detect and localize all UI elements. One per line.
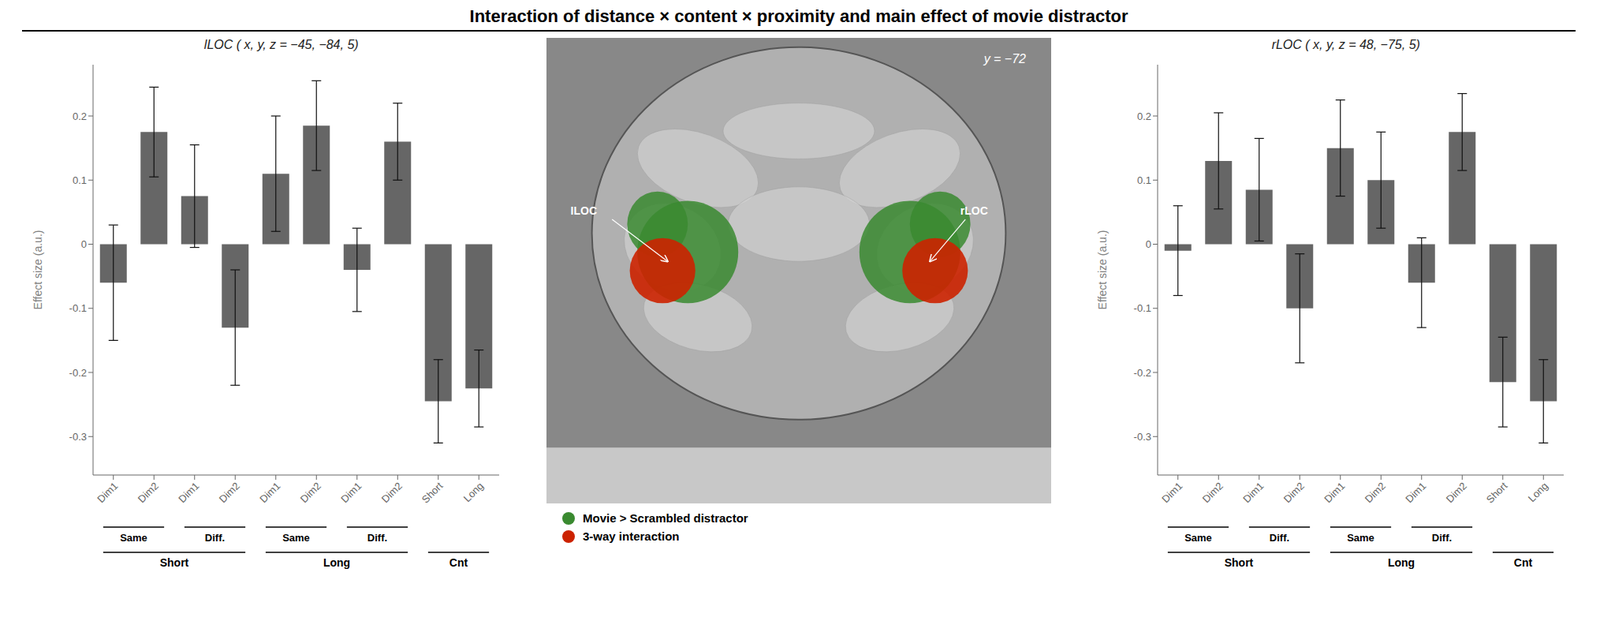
svg-text:Long: Long <box>461 479 486 504</box>
svg-text:0: 0 <box>1145 238 1152 250</box>
svg-text:-0.2: -0.2 <box>69 366 87 379</box>
svg-text:Dim2: Dim2 <box>1281 479 1307 505</box>
html-text:lLOC ( x, y, z = −45, −84, 5): lLOC ( x, y, z = −45, −84, 5) <box>204 37 359 52</box>
svg-text:-0.2: -0.2 <box>1133 366 1152 379</box>
svg-text:0.1: 0.1 <box>72 174 87 187</box>
svg-text:Dim1: Dim1 <box>94 479 120 505</box>
svg-text:0.2: 0.2 <box>1137 110 1152 123</box>
svg-text:Dim1: Dim1 <box>175 479 202 505</box>
svg-text:0: 0 <box>81 238 87 250</box>
svg-text:Short: Short <box>1484 479 1511 506</box>
svg-text:Diff.: Diff. <box>205 531 225 544</box>
svg-text:Diff.: Diff. <box>367 531 388 544</box>
html-text:Interaction of distance × cont: Interaction of distance × content × prox… <box>469 6 1129 27</box>
svg-text:rLOC: rLOC <box>960 204 989 217</box>
svg-text:Same: Same <box>1184 531 1213 544</box>
svg-text:0.1: 0.1 <box>1137 174 1152 187</box>
svg-text:Diff.: Diff. <box>1269 531 1290 544</box>
svg-text:0.2: 0.2 <box>72 110 87 123</box>
svg-text:Same: Same <box>282 531 310 544</box>
svg-text:Same: Same <box>1346 531 1375 544</box>
svg-text:Dim2: Dim2 <box>1362 479 1388 505</box>
svg-text:Short: Short <box>419 479 446 506</box>
svg-text:Dim2: Dim2 <box>298 479 324 505</box>
svg-text:-0.1: -0.1 <box>69 302 87 314</box>
svg-text:Dim1: Dim1 <box>338 479 364 505</box>
svg-text:Dim2: Dim2 <box>379 479 405 505</box>
svg-text:Same: Same <box>119 531 148 544</box>
svg-text:Dim1: Dim1 <box>1402 479 1429 505</box>
svg-text:-0.3: -0.3 <box>69 430 87 443</box>
svg-text:Long: Long <box>323 555 351 569</box>
svg-text:Dim2: Dim2 <box>1443 479 1470 505</box>
svg-text:Cnt: Cnt <box>1514 555 1533 569</box>
svg-text:Effect size (a.u.): Effect size (a.u.) <box>31 230 45 310</box>
svg-text:Long: Long <box>1387 555 1415 569</box>
svg-text:-0.1: -0.1 <box>1133 302 1152 314</box>
svg-text:Dim1: Dim1 <box>1240 479 1266 505</box>
html-text:rLOC ( x, y, z = 48, −75, 5): rLOC ( x, y, z = 48, −75, 5) <box>1271 37 1421 52</box>
svg-text:Short: Short <box>160 555 190 569</box>
svg-text:-0.3: -0.3 <box>1133 430 1152 443</box>
html-text:3-way interaction: 3-way interaction <box>582 529 680 543</box>
html-text:Movie > Scrambled distractor: Movie > Scrambled distractor <box>582 510 749 525</box>
svg-text:Cnt: Cnt <box>449 555 469 569</box>
svg-text:Dim1: Dim1 <box>257 479 283 505</box>
svg-text:Dim2: Dim2 <box>216 479 243 505</box>
svg-text:Diff.: Diff. <box>1432 531 1452 544</box>
svg-text:Dim1: Dim1 <box>1321 479 1347 505</box>
svg-text:Short: Short <box>1224 555 1254 569</box>
svg-text:y = −72: y = −72 <box>983 52 1026 66</box>
svg-text:ILOC: ILOC <box>570 204 597 217</box>
svg-text:Dim1: Dim1 <box>1159 479 1185 505</box>
svg-text:Effect size (a.u.): Effect size (a.u.) <box>1096 230 1109 310</box>
svg-text:Long: Long <box>1525 479 1551 504</box>
svg-text:Dim2: Dim2 <box>1200 479 1226 505</box>
svg-text:Dim2: Dim2 <box>135 479 161 505</box>
